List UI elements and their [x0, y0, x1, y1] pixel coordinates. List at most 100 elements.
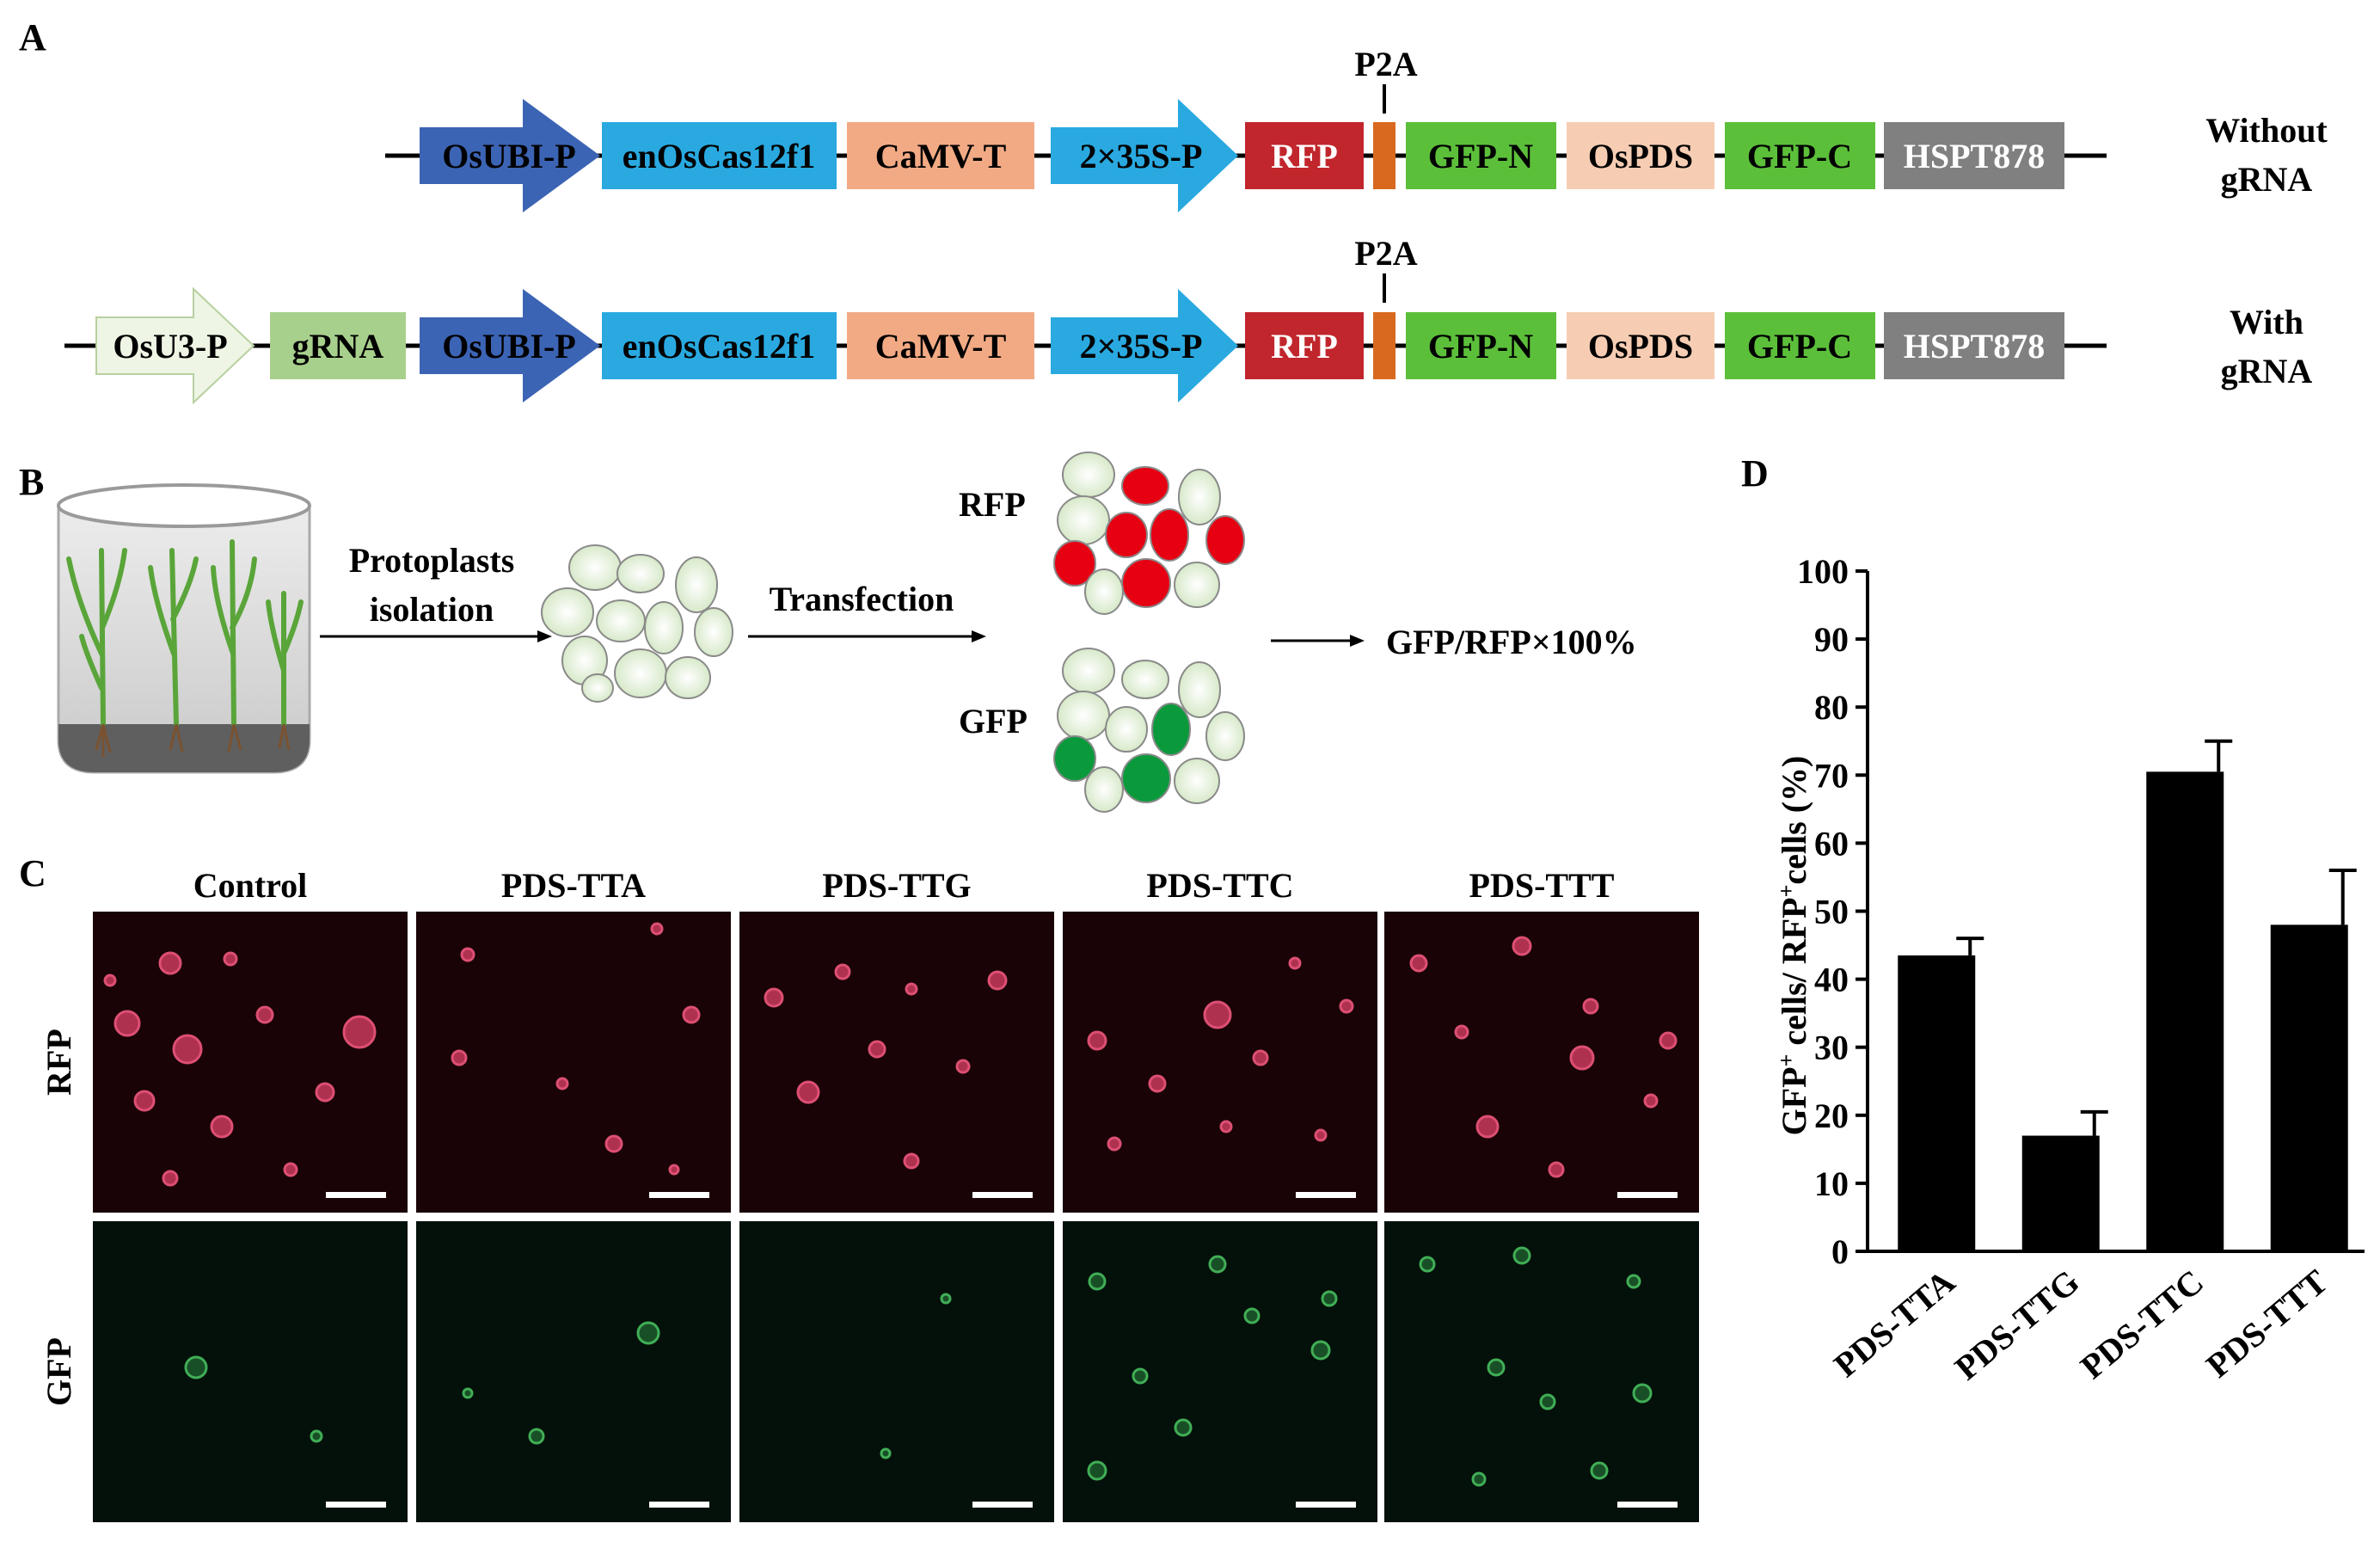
y-tick-label: 0 — [1831, 1232, 1849, 1271]
cas-block — [602, 122, 837, 189]
gfp-micrograph — [1384, 1221, 1699, 1522]
rfp-cell — [283, 1162, 298, 1177]
rfp-cell — [668, 1164, 680, 1176]
gfp-cell — [1321, 1290, 1338, 1307]
x-tick-label: PDS-TTG — [1948, 1262, 2087, 1387]
osu3-promoter-arrow — [95, 286, 255, 405]
scale-bar — [972, 1502, 1033, 1508]
x-tick-label: PDS-TTT — [2199, 1262, 2335, 1385]
y-tick-label: 40 — [1814, 961, 1849, 999]
element-label: GFP-C — [1747, 327, 1852, 366]
gfp-cell — [1512, 1246, 1531, 1265]
panel-label-d: D — [1741, 452, 1769, 495]
construct-with-grna: OsU3-P gRNA OsUBI-P enOsCas12f1 CaMV-T 2… — [64, 234, 2312, 405]
rfp-cell — [650, 922, 664, 936]
rfp-micrograph — [739, 912, 1054, 1213]
roots — [95, 723, 291, 757]
hspt-block — [1884, 122, 2064, 189]
rice-seedlings — [66, 539, 304, 727]
element-label: 2×35S-P — [1080, 137, 1203, 175]
rfp-cell — [172, 1034, 203, 1065]
gfp-cell — [1132, 1367, 1149, 1385]
element-label: OsUBI-P — [442, 327, 576, 366]
rfp-micrograph — [1384, 912, 1699, 1213]
panel-label-a: A — [19, 16, 46, 58]
gfp-cell — [1087, 1460, 1107, 1481]
arrow-head — [537, 630, 552, 642]
rfp-cell — [1219, 1120, 1233, 1133]
rfp-cell — [1582, 998, 1599, 1015]
gfp-cell — [1487, 1358, 1506, 1377]
rfp-cell — [1107, 1136, 1122, 1152]
element-label: OsPDS — [1588, 137, 1693, 175]
rfp-cell — [223, 951, 238, 967]
y-tick-label: 80 — [1814, 688, 1849, 727]
bar — [2146, 771, 2224, 1251]
step1-label: Protoplasts — [349, 541, 515, 580]
rfp-cell — [1569, 1045, 1595, 1071]
micro-column-header: PDS-TTG — [822, 866, 971, 905]
bar — [2021, 1135, 2100, 1251]
panel-label-c: C — [19, 852, 46, 894]
construct-without-grna: OsUBI-P enOsCas12f1 CaMV-T 2×35S-P RFP P… — [385, 45, 2328, 212]
rfp-cell — [1548, 1161, 1565, 1178]
rfp-cell — [905, 982, 918, 996]
construct-label: gRNA — [2221, 160, 2313, 199]
rfp-cell — [1203, 1000, 1232, 1029]
rfp-cell-cluster — [1053, 452, 1245, 615]
formula-label: GFP/RFP×100% — [1386, 623, 1637, 661]
gfp-micrograph — [416, 1221, 731, 1522]
y-tick-label: 60 — [1814, 824, 1849, 863]
gfp-cluster-label: GFP — [959, 702, 1027, 740]
rfp-cell — [210, 1115, 234, 1139]
y-axis-title: GFP+ cells/ RFP+cells (%) — [1774, 756, 1814, 1136]
construct-label: With — [2230, 303, 2303, 341]
rfp-cell — [1087, 1030, 1107, 1051]
camv-block — [847, 312, 1034, 379]
rfp-cell — [460, 947, 475, 962]
rfp-micrograph — [93, 912, 408, 1213]
rfp-cell — [1314, 1128, 1328, 1142]
gfp-cell — [1539, 1393, 1556, 1410]
osubi-promoter-arrow — [420, 99, 600, 212]
arrow-head — [1350, 635, 1365, 647]
element-label: enOsCas12f1 — [623, 327, 815, 366]
scale-bar — [972, 1192, 1033, 1198]
gfp-cell — [940, 1293, 952, 1305]
osubi-promoter-arrow — [420, 289, 600, 402]
gfp-cell — [1471, 1471, 1487, 1487]
rfp-cell — [1409, 954, 1428, 973]
scale-bar — [1296, 1502, 1356, 1508]
y-tick-label: 90 — [1814, 620, 1849, 659]
element-label: GFP-N — [1428, 137, 1533, 175]
rfp-cell — [1148, 1074, 1167, 1093]
x-tick-label: PDS-TTA — [1826, 1262, 1962, 1385]
element-label: OsUBI-P — [442, 137, 576, 175]
y-tick-label: 30 — [1814, 1029, 1849, 1067]
rfp-cell — [113, 1010, 141, 1037]
scale-bar — [649, 1192, 709, 1198]
rfp-cell — [158, 951, 182, 975]
rfp-cell — [1475, 1115, 1500, 1139]
micro-column-header: PDS-TTA — [501, 866, 646, 905]
y-tick-label: 70 — [1814, 756, 1849, 795]
y-tick-label: 100 — [1797, 552, 1849, 591]
element-label: HSPT878 — [1904, 137, 2045, 175]
micro-row-label: RFP — [40, 1029, 78, 1096]
micro-row-label: GFP — [40, 1337, 78, 1406]
rfp-cell — [604, 1134, 623, 1153]
element-label: RFP — [1271, 137, 1338, 175]
element-label: GFP-C — [1747, 137, 1852, 175]
rfp-cell — [1643, 1093, 1659, 1109]
rfp-cell — [342, 1015, 377, 1049]
rfp-cell — [834, 963, 851, 980]
element-label: HSPT878 — [1904, 327, 2045, 366]
gfp-n-block — [1406, 312, 1556, 379]
rfp-cell — [1252, 1049, 1269, 1066]
scale-bar — [1617, 1502, 1678, 1508]
rfp-cell — [764, 987, 784, 1008]
protoplast-cluster — [541, 544, 733, 703]
gfp-cell — [1632, 1383, 1653, 1404]
rfp-cell — [1339, 998, 1354, 1014]
element-label: GFP-N — [1428, 327, 1533, 366]
